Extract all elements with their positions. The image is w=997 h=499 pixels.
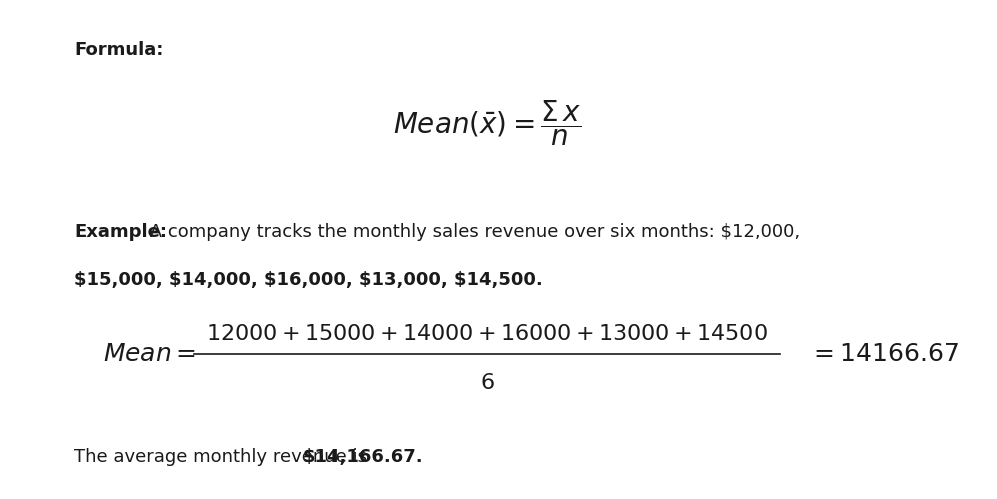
- Text: A company tracks the monthly sales revenue over six months: $12,000,: A company tracks the monthly sales reven…: [145, 223, 801, 241]
- Text: $\mathit{Mean} =$: $\mathit{Mean} =$: [103, 342, 196, 366]
- Text: $14,166.67.: $14,166.67.: [303, 449, 424, 467]
- Text: $12000 + 15000 + 14000 + 16000 + 13000 + 14500$: $12000 + 15000 + 14000 + 16000 + 13000 +…: [206, 324, 769, 344]
- Text: $15,000, $14,000, $16,000, $13,000, $14,500.: $15,000, $14,000, $16,000, $13,000, $14,…: [74, 271, 543, 289]
- Text: The average monthly revenue is: The average monthly revenue is: [74, 449, 373, 467]
- Text: $6$: $6$: [480, 373, 495, 393]
- Text: $\mathit{Mean}(\bar{x}) = \dfrac{\Sigma\, x}{n}$: $\mathit{Mean}(\bar{x}) = \dfrac{\Sigma\…: [393, 98, 581, 148]
- Text: $= 14166.67$: $= 14166.67$: [810, 342, 959, 366]
- Text: Example:: Example:: [74, 223, 167, 241]
- Text: Formula:: Formula:: [74, 41, 164, 59]
